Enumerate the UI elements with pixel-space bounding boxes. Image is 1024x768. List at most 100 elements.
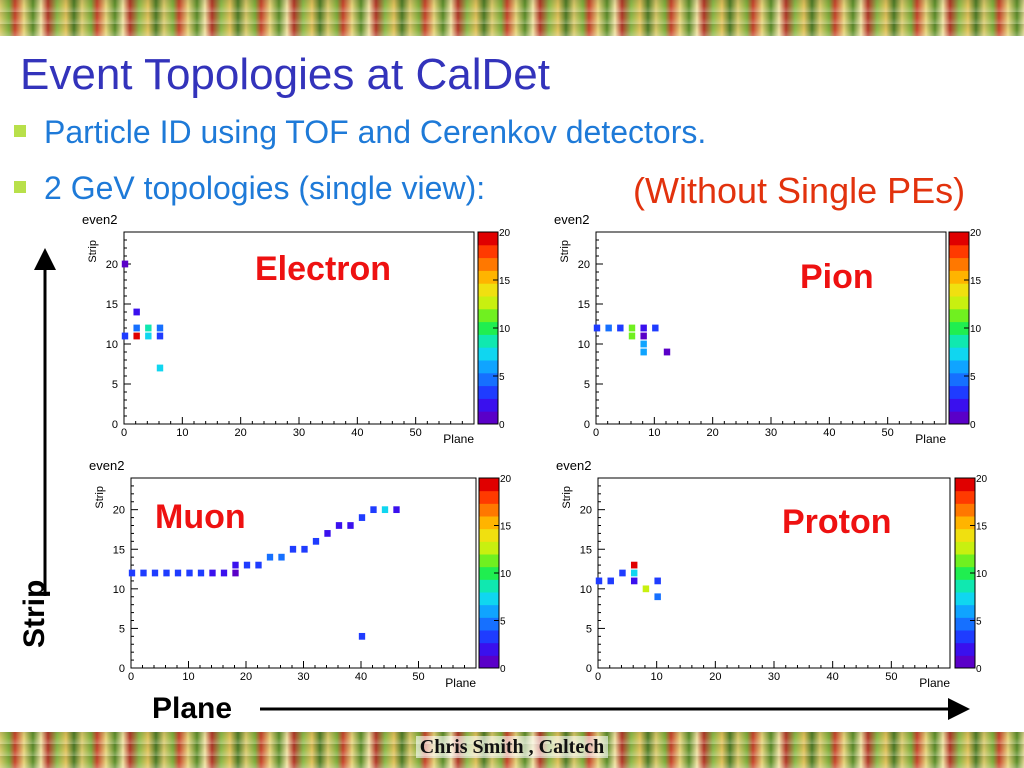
footer-text: Chris Smith , Caltech	[415, 736, 609, 758]
colorbar-segment	[478, 257, 498, 271]
bullet-text: 2 GeV topologies (single view):	[44, 170, 486, 206]
hit-cell	[301, 545, 308, 553]
hit-cell	[630, 569, 638, 577]
y-axis-title: Strip	[559, 240, 571, 263]
x-tick-label: 30	[768, 671, 780, 683]
x-tick-label: 40	[823, 427, 835, 439]
colorbar-tick-label: 15	[976, 522, 988, 533]
x-tick-label: 0	[595, 671, 601, 683]
y-tick-label: 0	[112, 419, 118, 431]
bullet-item-topologies: 2 GeV topologies (single view):	[14, 170, 485, 207]
hit-cell	[145, 324, 152, 332]
colorbar-segment	[955, 592, 975, 606]
hit-cell	[121, 260, 129, 268]
y-tick-label: 20	[578, 259, 590, 271]
event-plot-muon: even2 Strip Plane 0 10 20 30 40 50 0 5 10 15 20 0 5 10 15…	[89, 458, 512, 690]
x-tick-label: 20	[235, 427, 247, 439]
y-tick-label: 10	[113, 584, 125, 596]
x-tick-label: 40	[355, 671, 367, 683]
x-axis-title: Plane	[919, 676, 950, 690]
hit-cell	[289, 545, 297, 553]
colorbar-tick-label: 15	[499, 276, 511, 287]
y-tick-label: 5	[584, 379, 590, 391]
event-plot-electron: even2 Strip Plane 0 10 20 30 40 50 0 5 10 15 20 0 5 10 15…	[82, 212, 511, 446]
colorbar-segment	[479, 630, 499, 644]
colorbar-segment	[478, 360, 498, 374]
note-without-single-pes: (Without Single PEs)	[633, 170, 966, 211]
strip-axis-label: Strip	[18, 579, 51, 648]
hit-cell	[652, 324, 659, 332]
hit-cell	[145, 332, 152, 340]
colorbar-segment	[478, 308, 498, 323]
x-tick-label: 40	[351, 427, 363, 439]
hit-cell	[151, 569, 159, 577]
event-plot-pion: even2 Strip Plane 0 10 20 30 40 50 0 5 10 15 20 0 5 10 15…	[554, 212, 982, 446]
colorbar-tick-label: 10	[500, 569, 512, 580]
colorbar-tick-label: 20	[500, 474, 512, 485]
colorbar-segment	[955, 604, 975, 618]
panel-label: Electron	[255, 250, 391, 288]
hit-cell	[312, 537, 320, 545]
hit-cell	[628, 332, 636, 340]
x-tick-label: 50	[412, 671, 424, 683]
colorbar-segment	[949, 244, 969, 259]
x-tick-label: 30	[297, 671, 309, 683]
colorbar-segment	[478, 347, 498, 361]
x-tick-label: 40	[827, 671, 839, 683]
hit-cell	[232, 569, 239, 577]
x-tick-label: 10	[651, 671, 663, 683]
histogram-name: even2	[556, 458, 591, 473]
colorbar-segment	[949, 347, 969, 361]
bullet-text: Particle ID using TOF and Cerenkov detec…	[44, 114, 707, 150]
panel-label: Proton	[782, 503, 892, 541]
hit-cell	[121, 332, 129, 340]
x-tick-label: 50	[410, 427, 422, 439]
y-tick-label: 15	[580, 544, 592, 556]
colorbar-segment	[479, 490, 499, 504]
x-axis-title: Plane	[445, 676, 476, 690]
colorbar-tick-label: 15	[970, 276, 982, 287]
hit-cell	[133, 308, 140, 316]
colorbar-tick-label: 5	[976, 617, 982, 628]
x-axis-title: Plane	[443, 432, 474, 446]
colorbar-segment	[949, 360, 969, 374]
colorbar-segment	[479, 579, 499, 593]
right-arrow-icon	[260, 698, 970, 720]
y-tick-label: 0	[586, 663, 592, 675]
y-tick-label: 10	[580, 584, 592, 596]
colorbar-segment	[479, 592, 499, 606]
colorbar-segment	[949, 411, 969, 425]
colorbar-segment	[955, 490, 975, 504]
colorbar-segment	[955, 630, 975, 644]
hit-cell	[220, 569, 228, 577]
colorbar-tick-label: 20	[976, 474, 988, 485]
plane-axis-label: Plane	[152, 692, 233, 725]
y-axis-title: Strip	[561, 486, 573, 509]
hit-cell	[140, 569, 147, 577]
x-tick-label: 10	[176, 427, 188, 439]
hit-cell	[640, 340, 647, 348]
hit-cell	[605, 324, 612, 332]
colorbar-segment	[949, 296, 969, 310]
hit-cell	[209, 569, 216, 577]
hit-cell	[642, 585, 650, 593]
plot-frame	[123, 231, 475, 425]
y-tick-label: 0	[584, 419, 590, 431]
colorbar-segment	[478, 385, 498, 399]
hit-cell	[347, 522, 354, 529]
colorbar-segment	[478, 296, 498, 310]
hit-cell	[278, 553, 285, 561]
hit-cell	[630, 561, 638, 569]
colorbar-tick-label: 10	[976, 569, 988, 580]
hit-cell	[358, 514, 366, 521]
hit-cell	[358, 632, 366, 640]
hit-cell	[617, 324, 624, 332]
hit-cell	[186, 569, 193, 577]
colorbar-segment	[479, 528, 499, 542]
colorbar-tick-label: 0	[976, 664, 982, 675]
y-tick-label: 5	[586, 623, 592, 635]
hit-cell	[640, 348, 647, 356]
hit-cell	[156, 332, 164, 340]
hit-cell	[628, 324, 636, 332]
